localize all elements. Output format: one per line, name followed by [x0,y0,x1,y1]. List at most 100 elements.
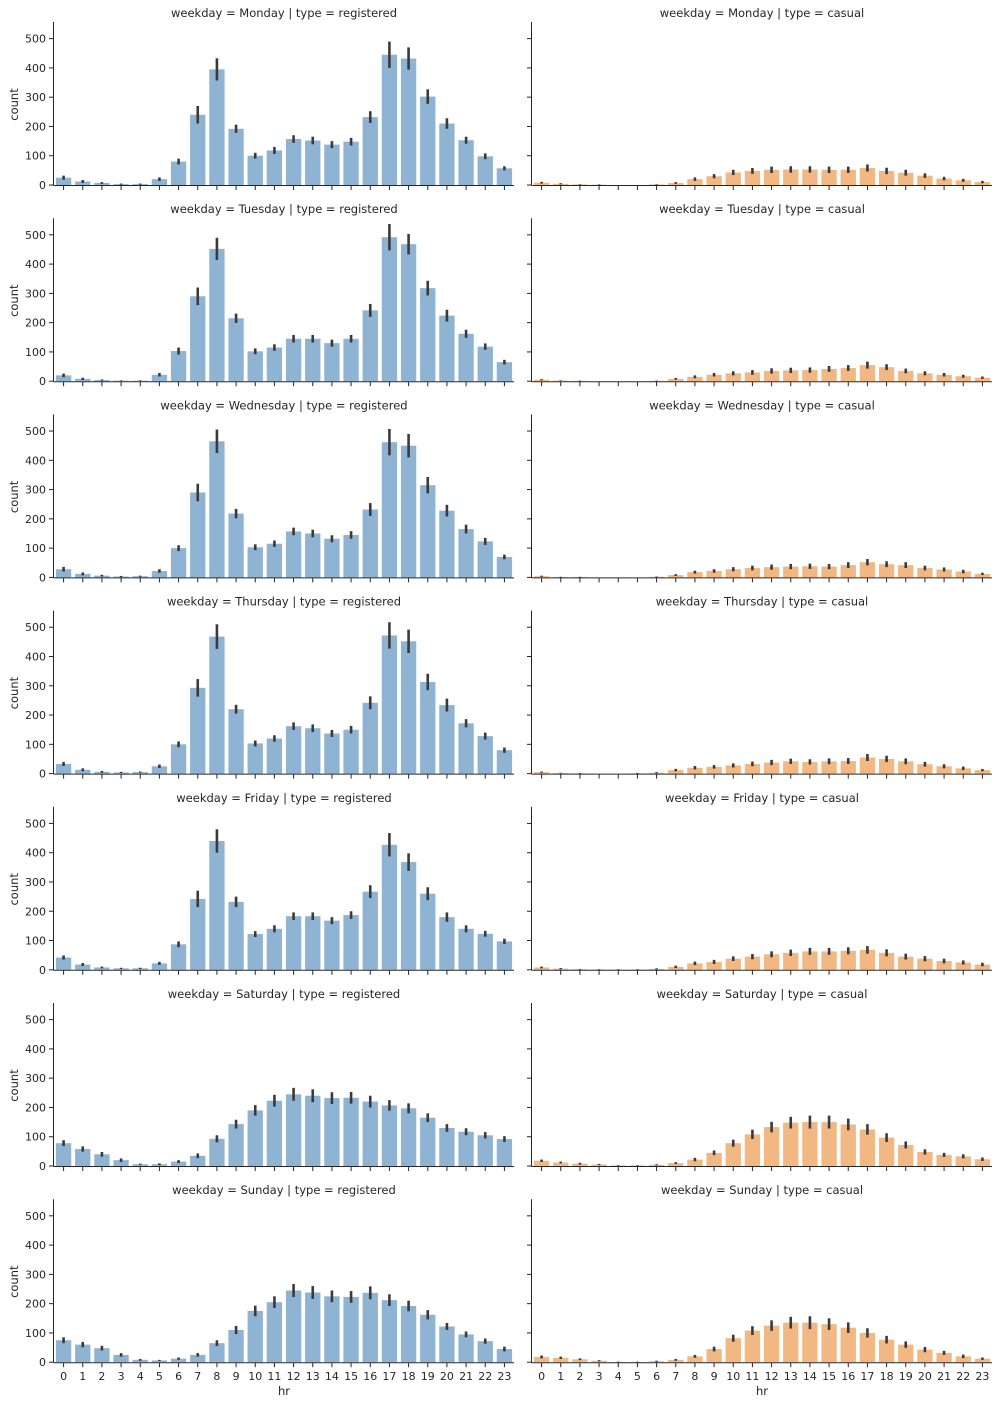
y-tick-label: 400 [25,1043,46,1056]
bar [266,1100,283,1166]
bar [668,770,684,774]
bar [917,958,933,970]
bar [343,141,359,185]
bar [974,1159,991,1166]
x-tick-label: 14 [325,1370,339,1383]
bar [170,944,187,970]
bar [458,333,474,382]
bar [285,338,302,382]
bar [878,564,895,578]
bar [955,1356,971,1363]
bar [591,1360,607,1363]
x-tick-label: 13 [784,1370,798,1383]
bar [439,1127,455,1166]
bar [763,954,780,970]
bar [859,562,876,578]
bar [247,155,263,185]
bar [974,182,991,185]
bar [821,1324,837,1363]
x-tick-label: 21 [937,1370,951,1383]
y-tick-label: 300 [25,287,46,300]
bar [170,548,187,578]
bar [94,1154,110,1166]
x-tick-label: 4 [137,1370,144,1383]
bar [343,729,359,774]
bar [668,575,684,578]
bar [228,1124,244,1166]
bar [190,1354,206,1363]
bar [420,96,436,185]
x-tick-label: 5 [634,1370,641,1383]
y-tick-label: 0 [39,768,46,781]
bar [859,757,876,774]
x-tick-label: 20 [440,1370,454,1383]
bar [362,509,378,578]
y-tick-label: 100 [25,150,46,163]
y-tick-label: 500 [25,229,46,242]
bar [439,705,455,774]
bar [955,180,971,185]
bar [898,761,914,774]
bar [802,169,818,185]
bar [75,1149,91,1166]
bar [744,568,761,578]
bar [725,1143,741,1166]
y-axis-label: count [7,284,21,317]
bar [859,365,876,382]
bar [75,964,91,970]
bar [477,541,493,578]
bar [381,1300,398,1363]
bar [362,1101,378,1166]
panel-title: weekday = Tuesday | type = casual [659,202,865,216]
bar [132,1164,148,1166]
bar [936,178,952,185]
y-axis-label: count [7,873,21,906]
bar [266,1302,283,1363]
bar [75,378,91,382]
bar [821,951,837,970]
y-axis-label: count [7,1265,21,1298]
bar [247,743,263,774]
y-tick-label: 400 [25,847,46,860]
bar [439,1326,455,1363]
bar [974,964,991,970]
bar [477,933,493,970]
bar [305,140,321,185]
bar [324,1296,340,1363]
bar [55,569,72,578]
panel-title: weekday = Wednesday | type = registered [160,398,407,412]
x-tick-label: 11 [267,1370,281,1383]
bar [170,351,187,382]
bar [209,636,225,774]
panel-title: weekday = Sunday | type = casual [661,1183,863,1197]
bar [458,529,474,578]
x-tick-label: 16 [841,1370,855,1383]
bar [533,182,550,185]
bar [706,570,722,578]
bar [974,573,991,578]
bar [477,1135,493,1166]
bar [170,744,187,774]
bar [496,941,513,970]
bar [458,140,474,185]
y-tick-label: 300 [25,91,46,104]
bar [802,370,818,382]
bar [477,736,493,774]
y-tick-label: 200 [25,1101,46,1114]
x-tick-label: 23 [497,1370,511,1383]
bar [381,54,398,186]
bar [821,1122,837,1166]
x-tick-label: 17 [860,1370,874,1383]
bar [859,949,876,970]
bar [668,1163,684,1166]
bar [209,248,225,382]
bar [936,961,952,970]
bar [190,1155,206,1166]
bar [763,567,780,578]
bar [228,128,244,185]
bar [802,951,818,970]
bar [917,1151,933,1166]
bar [285,1290,302,1363]
bar [209,441,225,578]
bar [190,296,206,382]
